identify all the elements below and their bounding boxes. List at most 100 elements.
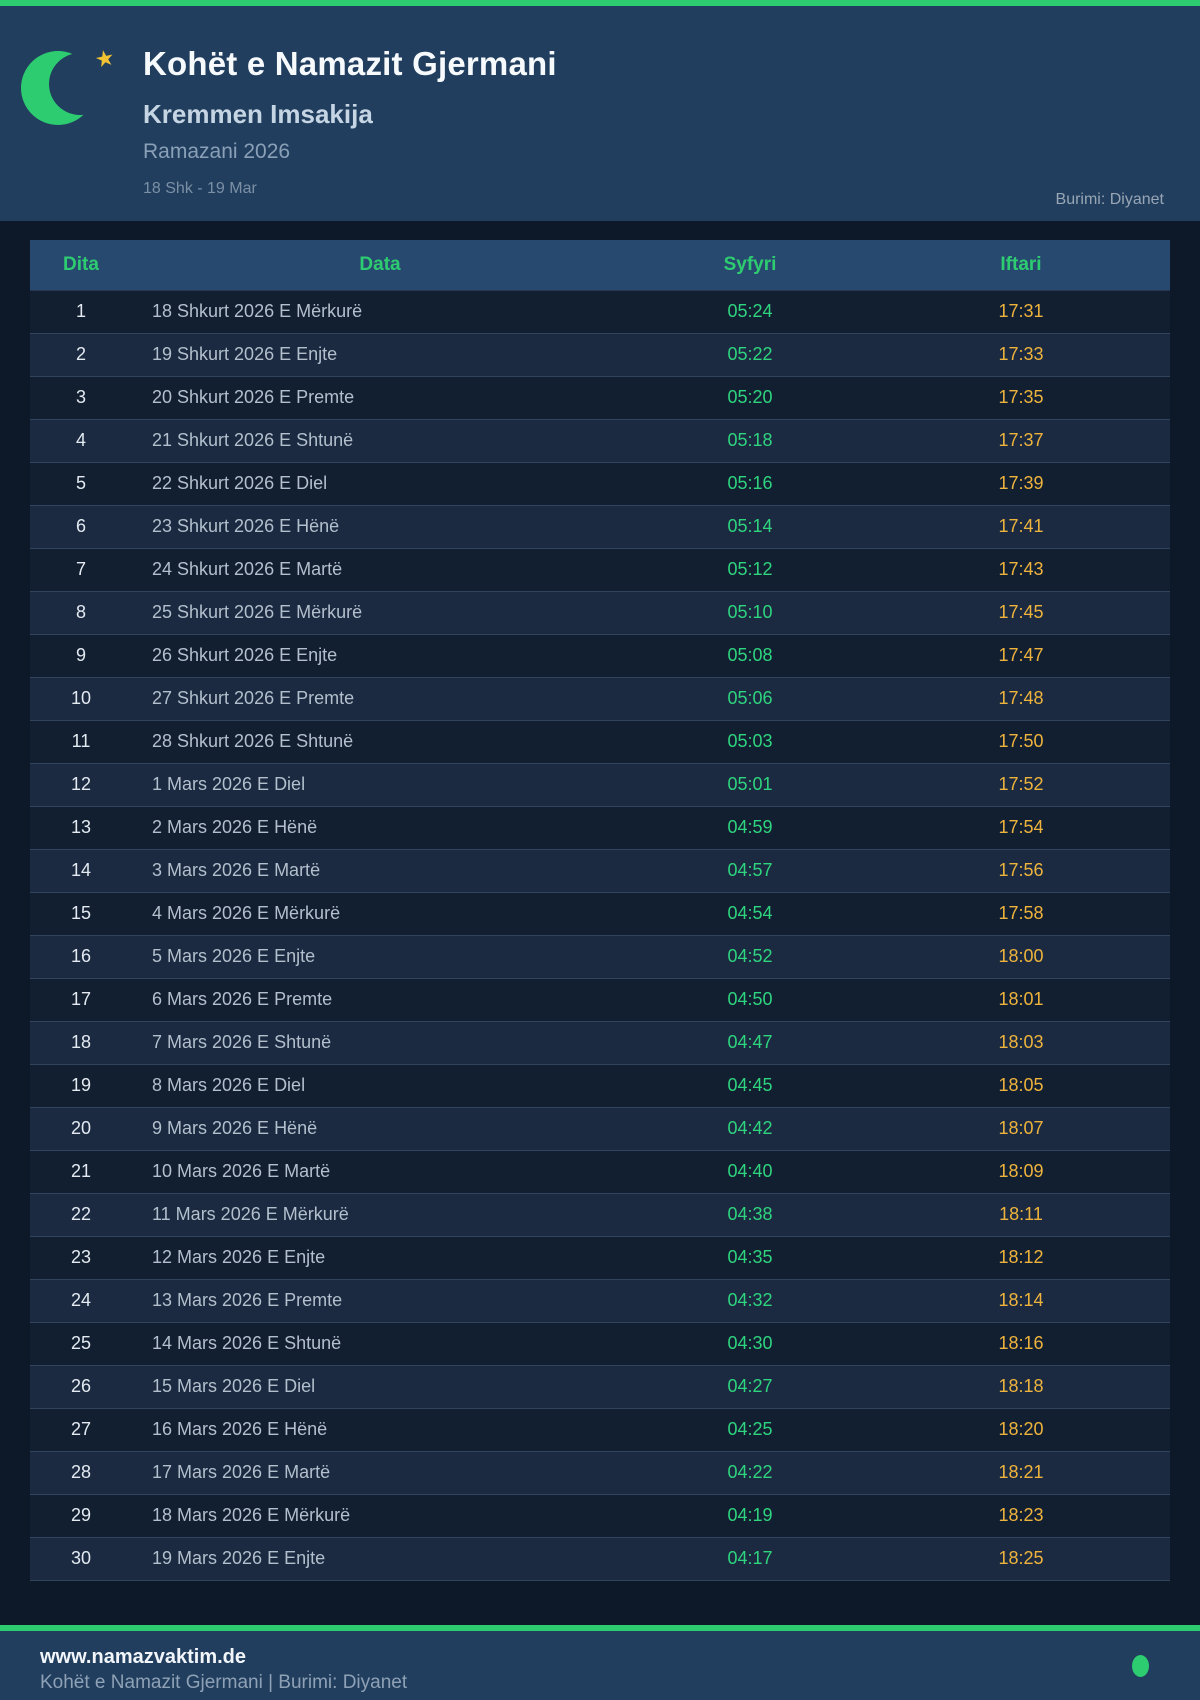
day-number-cell: 7 [75, 559, 86, 579]
iftari-time-cell: 17:56 [998, 860, 1044, 880]
syfyri-time-cell: 05:12 [727, 559, 773, 579]
table-row: 22 11 Mars 2026 E Mërkurë 04:38 18:11 [30, 1193, 1170, 1236]
star-icon: ★ [92, 44, 118, 73]
table-row: 8 25 Shkurt 2026 E Mërkurë 05:10 17:45 [30, 591, 1170, 634]
date-cell: 7 Mars 2026 E Shtunë [152, 1032, 332, 1052]
syfyri-time-cell: 05:10 [727, 602, 773, 622]
iftari-time-cell: 17:43 [998, 559, 1044, 579]
iftari-time-cell: 18:12 [998, 1247, 1044, 1267]
syfyri-time-cell: 04:22 [727, 1462, 773, 1482]
page-header: ★ Kohët e Namazit Gjermani Kremmen Imsak… [0, 6, 1200, 221]
date-cell: 19 Mars 2026 E Enjte [152, 1548, 326, 1568]
table-row: 14 3 Mars 2026 E Martë 04:57 17:56 [30, 849, 1170, 892]
top-accent-strip [0, 0, 1200, 6]
iftari-time-cell: 17:41 [998, 516, 1044, 536]
syfyri-time-cell: 04:32 [727, 1290, 773, 1310]
iftari-time-cell: 18:18 [998, 1376, 1044, 1396]
date-cell: 22 Shkurt 2026 E Diel [152, 473, 328, 493]
table-row: 13 2 Mars 2026 E Hënë 04:59 17:54 [30, 806, 1170, 849]
iftari-time-cell: 18:09 [998, 1161, 1044, 1181]
table-row: 25 14 Mars 2026 E Shtunë 04:30 18:16 [30, 1322, 1170, 1365]
date-cell: 18 Shkurt 2026 E Mërkurë [152, 301, 363, 321]
day-number-cell: 26 [70, 1376, 92, 1396]
date-cell: 13 Mars 2026 E Premte [152, 1290, 343, 1310]
table-row: 1 18 Shkurt 2026 E Mërkurë 05:24 17:31 [30, 290, 1170, 333]
syfyri-time-cell: 05:01 [727, 774, 773, 794]
day-number-cell: 10 [70, 688, 92, 708]
iftari-time-cell: 18:03 [998, 1032, 1044, 1052]
table-row: 19 8 Mars 2026 E Diel 04:45 18:05 [30, 1064, 1170, 1107]
table-row: 27 16 Mars 2026 E Hënë 04:25 18:20 [30, 1408, 1170, 1451]
syfyri-time-cell: 04:35 [727, 1247, 773, 1267]
date-cell: 28 Shkurt 2026 E Shtunë [152, 731, 354, 751]
iftari-time-cell: 18:14 [998, 1290, 1044, 1310]
table-row: 4 21 Shkurt 2026 E Shtunë 05:18 17:37 [30, 419, 1170, 462]
iftari-time-cell: 17:37 [998, 430, 1044, 450]
date-cell: 15 Mars 2026 E Diel [152, 1376, 316, 1396]
syfyri-time-cell: 05:20 [727, 387, 773, 407]
date-cell: 27 Shkurt 2026 E Premte [152, 688, 355, 708]
iftari-time-cell: 17:35 [998, 387, 1044, 407]
syfyri-time-cell: 04:50 [727, 989, 773, 1009]
iftari-time-cell: 17:48 [998, 688, 1044, 708]
season-label: Ramazani 2026 [143, 140, 291, 163]
syfyri-time-cell: 05:18 [727, 430, 773, 450]
table-row: 2 19 Shkurt 2026 E Enjte 05:22 17:33 [30, 333, 1170, 376]
iftari-time-cell: 17:45 [998, 602, 1044, 622]
table-row: 9 26 Shkurt 2026 E Enjte 05:08 17:47 [30, 634, 1170, 677]
date-cell: 12 Mars 2026 E Enjte [152, 1247, 326, 1267]
syfyri-time-cell: 04:52 [727, 946, 773, 966]
date-range: 18 Shk - 19 Mar [143, 180, 257, 197]
date-cell: 21 Shkurt 2026 E Shtunë [152, 430, 354, 450]
table-row: 21 10 Mars 2026 E Martë 04:40 18:09 [30, 1150, 1170, 1193]
day-number-cell: 28 [70, 1462, 92, 1482]
day-number-cell: 11 [71, 731, 91, 751]
date-cell: 19 Shkurt 2026 E Enjte [152, 344, 338, 364]
table-row: 26 15 Mars 2026 E Diel 04:27 18:18 [30, 1365, 1170, 1408]
day-number-cell: 17 [70, 989, 92, 1009]
syfyri-time-cell: 05:22 [727, 344, 773, 364]
date-cell: 20 Shkurt 2026 E Premte [152, 387, 355, 407]
table-row: 24 13 Mars 2026 E Premte 04:32 18:14 [30, 1279, 1170, 1322]
page-title: Kohët e Namazit Gjermani [143, 45, 557, 82]
iftari-time-cell: 18:11 [999, 1204, 1043, 1224]
main-area: Dita Data Syfyri Iftari 1 18 Shkurt 2026… [0, 221, 1200, 1619]
table-row: 12 1 Mars 2026 E Diel 05:01 17:52 [30, 763, 1170, 806]
day-number-cell: 6 [75, 516, 86, 536]
day-number-cell: 9 [75, 645, 86, 665]
iftari-time-cell: 18:07 [998, 1118, 1044, 1138]
day-number-cell: 22 [70, 1204, 92, 1224]
date-cell: 9 Mars 2026 E Hënë [152, 1118, 318, 1138]
iftari-time-cell: 17:33 [998, 344, 1044, 364]
table-row: 10 27 Shkurt 2026 E Premte 05:06 17:48 [30, 677, 1170, 720]
syfyri-time-cell: 04:54 [727, 903, 773, 923]
date-cell: 8 Mars 2026 E Diel [152, 1075, 306, 1095]
table-row: 15 4 Mars 2026 E Mërkurë 04:54 17:58 [30, 892, 1170, 935]
syfyri-time-cell: 05:14 [727, 516, 773, 536]
syfyri-time-cell: 05:03 [727, 731, 773, 751]
syfyri-time-cell: 04:45 [727, 1075, 773, 1095]
day-number-cell: 30 [70, 1548, 92, 1568]
day-number-cell: 24 [70, 1290, 92, 1310]
table-row: 30 19 Mars 2026 E Enjte 04:17 18:25 [30, 1537, 1170, 1580]
day-number-cell: 8 [75, 602, 86, 622]
date-cell: 18 Mars 2026 E Mërkurë [152, 1505, 351, 1525]
table-row: 6 23 Shkurt 2026 E Hënë 05:14 17:41 [30, 505, 1170, 548]
column-header-dita: Dita [63, 253, 99, 275]
syfyri-time-cell: 05:24 [727, 301, 773, 321]
date-cell: 16 Mars 2026 E Hënë [152, 1419, 328, 1439]
source-label: Burimi: Diyanet [1055, 191, 1164, 208]
day-number-cell: 14 [70, 860, 92, 880]
day-number-cell: 12 [70, 774, 92, 794]
iftari-time-cell: 17:58 [998, 903, 1044, 923]
date-cell: 23 Shkurt 2026 E Hënë [152, 516, 340, 536]
day-number-cell: 1 [75, 301, 86, 321]
date-cell: 17 Mars 2026 E Martë [152, 1462, 331, 1482]
syfyri-time-cell: 04:27 [727, 1376, 773, 1396]
syfyri-time-cell: 04:42 [727, 1118, 773, 1138]
iftari-time-cell: 18:05 [998, 1075, 1044, 1095]
table-row: 28 17 Mars 2026 E Martë 04:22 18:21 [30, 1451, 1170, 1494]
iftari-time-cell: 18:21 [998, 1462, 1044, 1482]
header-text-block: Kohët e Namazit Gjermani Kremmen Imsakij… [143, 44, 557, 201]
